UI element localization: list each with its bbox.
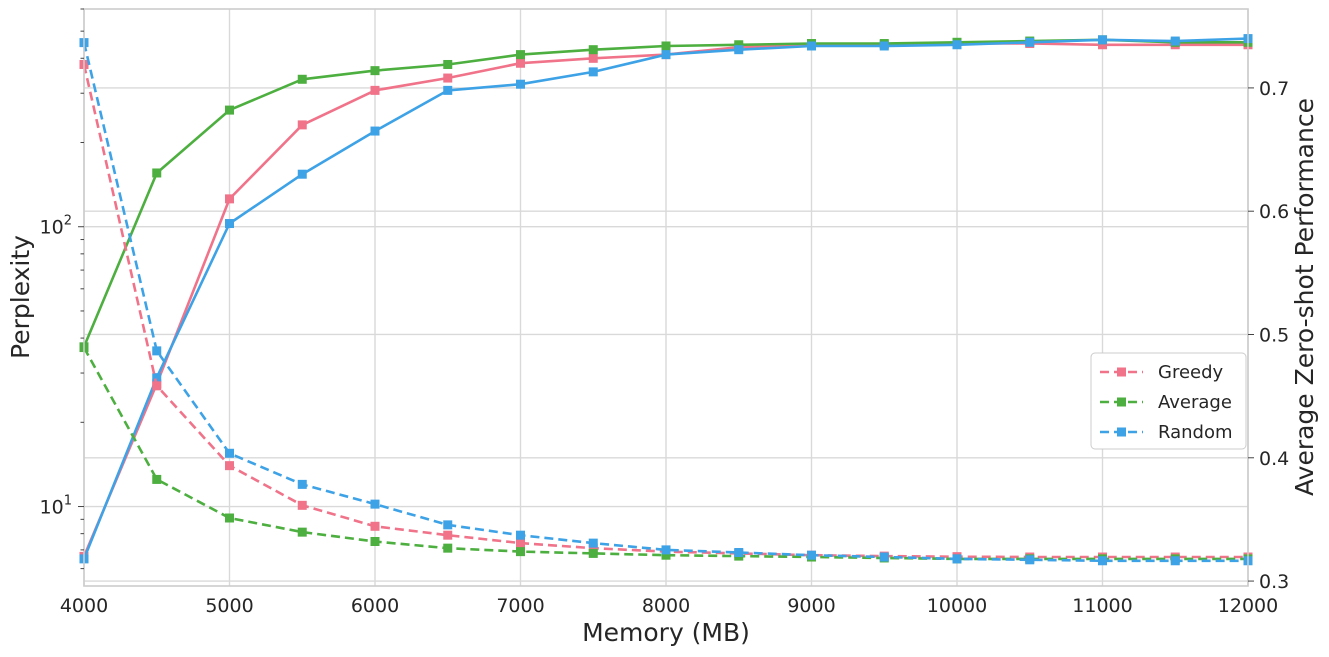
x-tick-label: 10000 — [927, 595, 987, 617]
random-perplexity-point — [807, 550, 816, 560]
y-left-tick-exponent: 1 — [64, 494, 72, 509]
y-axis-left-label: Perplexity — [6, 235, 35, 359]
random-perplexity-point — [1170, 556, 1180, 566]
x-tick-label: 5000 — [205, 595, 253, 617]
plot-frame — [83, 8, 1249, 587]
random-zero-shot-point — [297, 169, 307, 179]
average-perplexity-point — [370, 536, 380, 546]
random-perplexity-point — [734, 548, 744, 558]
random-perplexity-line — [82, 42, 1248, 563]
y-left-tick-base: 10 — [40, 217, 64, 239]
random-zero-shot-point — [952, 40, 962, 50]
average-perplexity-point — [152, 474, 162, 484]
random-perplexity-point — [152, 346, 162, 356]
random-zero-shot-point — [1025, 37, 1035, 47]
y-right-tick-label: 0.6 — [1259, 201, 1289, 223]
x-tick-label: 7000 — [496, 595, 544, 617]
random-zero-shot-point — [1170, 36, 1180, 46]
greedy-perplexity-point — [370, 521, 380, 531]
average-zero-shot-point — [297, 74, 307, 84]
ticks — [78, 8, 1254, 582]
average-zero-shot-point — [734, 40, 744, 50]
random-zero-shot-point — [152, 373, 162, 383]
legend-marker-average — [1117, 397, 1126, 407]
greedy-zero-shot-point — [1098, 40, 1107, 50]
random-zero-shot-point — [1098, 35, 1107, 45]
y-right-tick-label: 0.7 — [1259, 78, 1289, 100]
random-zero-shot-point — [370, 126, 380, 136]
greedy-zero-shot-point — [297, 120, 307, 130]
random-perplexity-point — [225, 448, 234, 458]
legend-label-random: Random — [1158, 422, 1233, 443]
x-axis-label: Memory (MB) — [582, 618, 750, 647]
greedy-zero-shot-point — [516, 58, 525, 68]
legend: Greedy Average Random — [1090, 352, 1247, 450]
random-perplexity-point — [297, 479, 307, 489]
average-perplexity-line — [82, 346, 1248, 561]
greedy-perplexity-point — [225, 461, 234, 471]
random-perplexity-point — [1098, 556, 1107, 566]
random-perplexity-point — [370, 499, 380, 509]
random-zero-shot-point — [879, 41, 889, 51]
random-zero-shot-point — [588, 67, 598, 77]
greedy-zero-shot-point — [443, 73, 453, 83]
x-tick-label: 6000 — [351, 595, 399, 617]
average-perplexity-point — [588, 548, 598, 558]
average-zero-shot-point — [225, 105, 234, 115]
x-tick-label: 12000 — [1218, 595, 1278, 617]
average-perplexity-point — [225, 513, 234, 523]
random-perplexity-point — [1025, 555, 1035, 565]
x-tick-label: 9000 — [787, 595, 835, 617]
greedy-perplexity-point — [152, 381, 162, 391]
random-zero-shot-point — [225, 219, 234, 229]
random-zero-shot-point — [516, 79, 525, 89]
legend-marker-greedy — [1117, 367, 1126, 377]
legend-marker-random — [1117, 427, 1126, 437]
y-left-tick-exponent: 2 — [64, 214, 72, 229]
average-perplexity-point — [661, 550, 671, 560]
greedy-perplexity-point — [443, 530, 453, 540]
average-perplexity-point — [443, 543, 453, 553]
random-zero-shot-point — [661, 50, 671, 60]
greedy-perplexity-point — [588, 543, 598, 553]
legend-label-average: Average — [1158, 392, 1232, 413]
y-left-tick-label: 101 — [40, 494, 72, 519]
y-right-tick-label: 0.5 — [1259, 324, 1289, 346]
x-tick-label: 4000 — [60, 595, 108, 617]
x-tick-label: 8000 — [642, 595, 690, 617]
average-zero-shot-point — [516, 50, 525, 60]
average-perplexity-point — [297, 527, 307, 537]
random-perplexity-point — [516, 530, 525, 540]
average-zero-shot-point — [370, 66, 380, 76]
random-perplexity-point — [588, 538, 598, 548]
tick-labels: 4000 5000 6000 7000 8000 9000 10000 11000 120000… — [40, 78, 1290, 617]
y-right-tick-label: 0.3 — [1259, 571, 1289, 593]
legend-label-greedy: Greedy — [1158, 362, 1224, 383]
average-zero-shot-point — [588, 45, 598, 55]
greedy-zero-shot-point — [588, 53, 598, 63]
greedy-zero-shot-point — [225, 194, 234, 204]
legend-box — [1090, 352, 1247, 450]
random-perplexity-point — [952, 554, 962, 564]
y-left-tick-label: 102 — [40, 214, 72, 239]
random-zero-shot-point — [807, 41, 816, 51]
random-zero-shot-point — [734, 45, 744, 55]
random-perplexity-point — [661, 545, 671, 555]
random-zero-shot-point — [443, 85, 453, 95]
greedy-perplexity-point — [297, 500, 307, 510]
random-perplexity-point — [443, 520, 453, 530]
average-perplexity-point — [516, 547, 525, 557]
random-perplexity-point — [879, 552, 889, 562]
greedy-zero-shot-point — [370, 85, 380, 95]
average-zero-shot-point — [443, 59, 453, 69]
y-left-tick-base: 10 — [40, 497, 64, 519]
greedy-perplexity-point — [516, 538, 525, 548]
average-zero-shot-point — [152, 168, 162, 178]
x-tick-label: 11000 — [1072, 595, 1132, 617]
y-axis-right-label: Average Zero-shot Performance — [1290, 98, 1319, 496]
y-right-tick-label: 0.4 — [1259, 448, 1289, 470]
average-zero-shot-point — [661, 41, 671, 51]
